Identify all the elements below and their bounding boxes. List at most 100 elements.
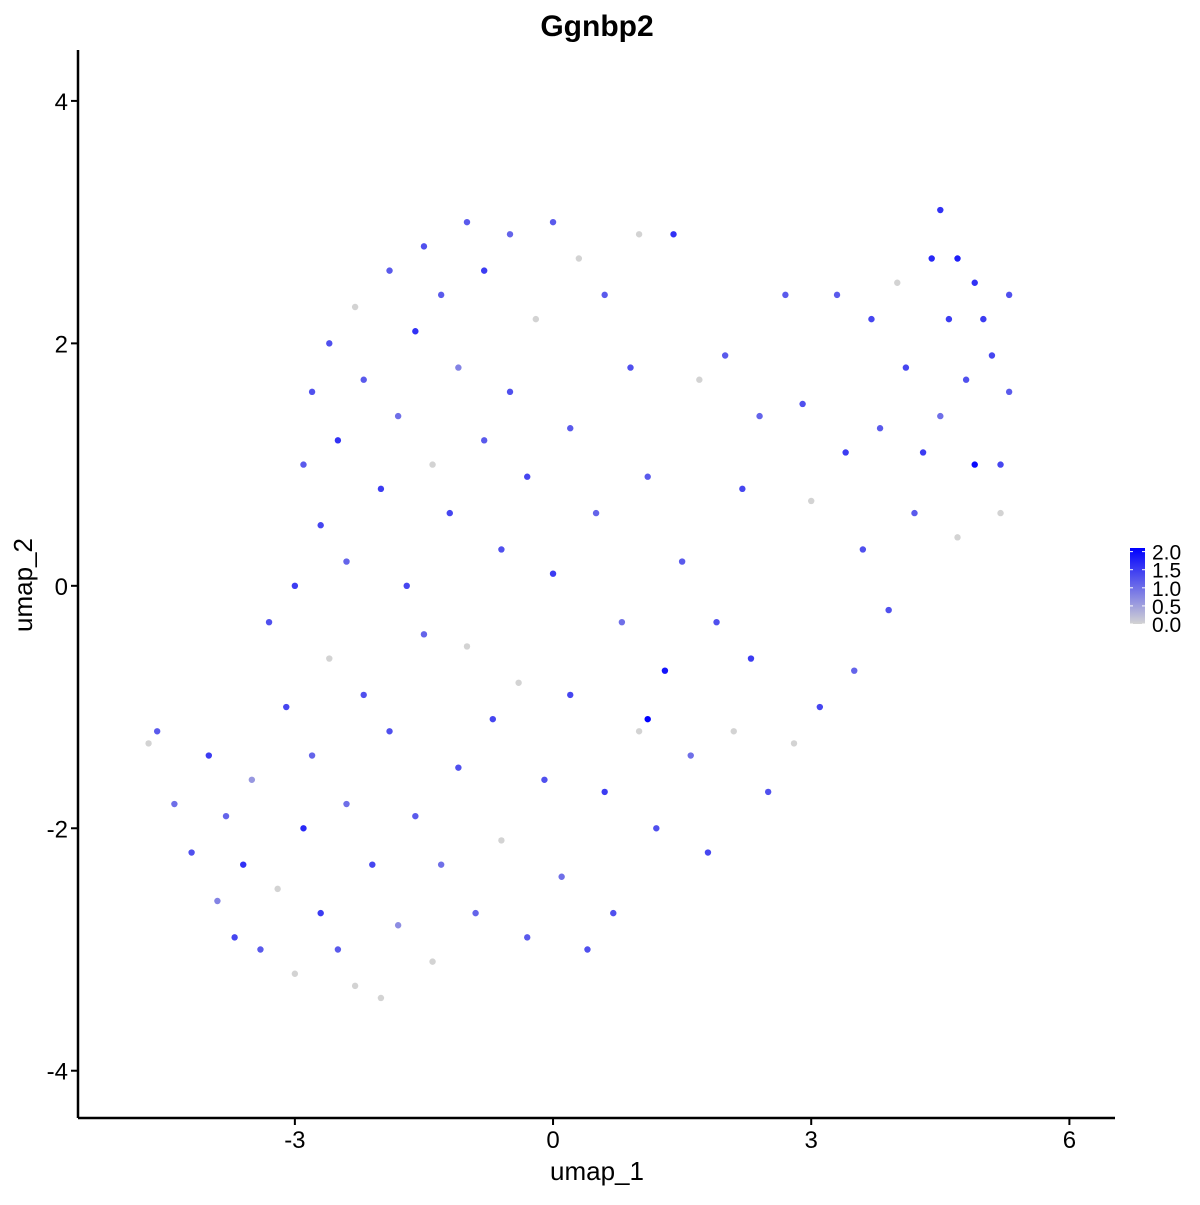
point	[808, 497, 815, 505]
point	[386, 267, 393, 274]
point	[480, 267, 488, 274]
point	[360, 376, 367, 383]
point	[713, 618, 720, 626]
point	[592, 509, 600, 517]
point	[980, 315, 987, 323]
point	[894, 279, 901, 286]
point	[962, 376, 970, 383]
point	[153, 728, 161, 735]
point	[248, 776, 256, 783]
point	[661, 667, 669, 674]
y-tick-label: 0	[55, 574, 68, 601]
point	[730, 728, 737, 735]
point	[971, 461, 978, 468]
point	[257, 946, 264, 953]
y-tick-label: 2	[55, 331, 68, 358]
point	[928, 255, 935, 262]
point	[455, 364, 462, 371]
point	[437, 291, 445, 299]
point	[214, 897, 221, 905]
point	[532, 315, 540, 323]
point	[360, 691, 367, 699]
point	[971, 279, 978, 286]
point	[317, 522, 324, 529]
point	[231, 934, 238, 941]
point	[394, 922, 402, 929]
point	[816, 703, 824, 711]
point	[687, 752, 694, 759]
colorbar-label: 1.5	[1152, 560, 1181, 583]
x-tick-label: 3	[805, 1127, 818, 1154]
point	[584, 946, 591, 953]
point	[351, 982, 359, 990]
point	[1005, 291, 1013, 299]
point	[988, 352, 996, 359]
point	[618, 618, 626, 626]
point	[937, 412, 944, 420]
point	[756, 412, 763, 420]
point	[463, 643, 471, 650]
point	[412, 812, 419, 820]
point	[945, 315, 953, 323]
point	[412, 328, 419, 335]
y-axis-label: umap_2	[8, 538, 38, 632]
point	[558, 873, 565, 880]
point	[790, 740, 798, 747]
point	[902, 364, 910, 371]
point	[739, 485, 746, 493]
point	[885, 606, 892, 614]
point	[489, 715, 496, 723]
point	[403, 582, 410, 590]
point	[997, 461, 1004, 468]
point	[171, 800, 178, 808]
point	[868, 315, 875, 323]
point	[472, 909, 479, 917]
point	[644, 715, 651, 723]
colorbar-label: 2.0	[1152, 542, 1181, 565]
point	[498, 546, 505, 553]
point	[506, 231, 514, 238]
point	[919, 449, 927, 456]
point	[222, 812, 230, 820]
point	[506, 388, 514, 396]
point	[851, 667, 858, 674]
point	[842, 449, 849, 456]
point	[145, 740, 152, 747]
point	[437, 861, 445, 868]
point	[567, 425, 574, 432]
point	[833, 291, 841, 299]
point	[446, 509, 453, 517]
point	[1005, 388, 1013, 396]
point	[653, 825, 660, 832]
point	[696, 376, 703, 383]
point	[610, 909, 617, 917]
point	[524, 934, 531, 941]
point	[326, 340, 333, 347]
point	[876, 425, 884, 432]
point	[954, 255, 961, 262]
point	[343, 800, 350, 808]
point	[455, 764, 462, 771]
point	[291, 582, 299, 590]
colorbar-label: 0.5	[1152, 596, 1181, 619]
point	[635, 231, 643, 238]
point	[627, 364, 634, 371]
point	[721, 352, 729, 359]
point	[911, 509, 918, 517]
point	[954, 534, 961, 541]
x-axis-label: umap_1	[550, 1156, 644, 1186]
point	[265, 618, 273, 626]
point	[351, 303, 359, 311]
point	[575, 255, 583, 262]
point	[274, 885, 281, 893]
point	[291, 970, 299, 977]
point	[188, 849, 195, 856]
point	[343, 558, 350, 565]
point	[300, 825, 307, 832]
point	[240, 861, 247, 868]
point	[498, 837, 505, 844]
x-tick-label: -3	[284, 1127, 305, 1154]
point	[394, 412, 402, 420]
point	[997, 509, 1004, 517]
point	[549, 570, 557, 577]
